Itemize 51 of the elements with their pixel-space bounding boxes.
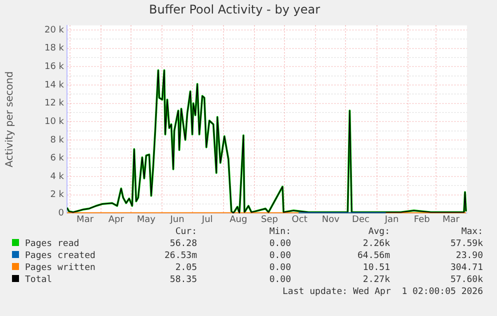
text: 0.00: [268, 238, 291, 250]
text: 26.53m: [163, 250, 197, 262]
x-tick-label: Mar: [76, 214, 94, 225]
y-axis-title: Activity per second: [4, 71, 16, 168]
x-tick-label: Apr: [108, 214, 124, 225]
text: Avg:: [367, 226, 390, 238]
text: 23.90: [454, 250, 483, 262]
text: 64.56m: [356, 250, 390, 262]
y-tick-label: 16 k: [44, 62, 65, 72]
y-tick-label: 6 k: [50, 154, 65, 164]
y-tick-label: 18 k: [44, 44, 65, 54]
x-tick-label: Jan: [384, 214, 399, 225]
text: Cur:: [174, 226, 197, 238]
text: 2.26k: [362, 238, 390, 250]
x-tick-label: May: [136, 214, 156, 225]
y-tick-label: 0: [58, 208, 64, 219]
x-tick-label: Sep: [261, 214, 278, 225]
text: 304.71: [449, 262, 483, 274]
legend-label: Pages written: [24, 262, 96, 274]
x-tick-label: Nov: [322, 214, 340, 225]
x-tick-label: Dec: [352, 214, 370, 225]
x-tick-label: Jul: [200, 214, 213, 225]
x-tick-label: Oct: [292, 214, 308, 225]
x-tick-label: Jun: [169, 214, 184, 225]
text: 57.60k: [449, 274, 483, 286]
text: 0.00: [268, 250, 291, 262]
y-tick-label: 14 k: [44, 80, 65, 90]
text: 0.00: [268, 274, 291, 286]
legend-label: Pages read: [24, 238, 80, 250]
y-tick-label: 12 k: [44, 98, 65, 109]
x-tick-label: Aug: [230, 214, 248, 225]
text: 10.51: [362, 262, 390, 274]
y-tick-label: 4 k: [50, 172, 65, 182]
text: 2.27k: [362, 274, 390, 286]
text: Last update: Wed Apr 1 02:00:05 2026: [282, 287, 483, 297]
y-tick-label: 20 k: [44, 25, 65, 36]
text: Min:: [268, 226, 291, 238]
y-tick-label: 8 k: [50, 135, 65, 146]
text: 58.35: [168, 274, 197, 286]
text: Max:: [460, 226, 483, 238]
legend-label: Pages created: [24, 250, 96, 262]
text: 0.00: [268, 262, 291, 274]
chart-title: Buffer Pool Activity - by year: [148, 2, 320, 16]
text: 2.05: [174, 262, 197, 274]
x-tick-label: Mar: [442, 214, 460, 225]
text: 57.59k: [449, 238, 483, 250]
legend-label: Total: [24, 274, 54, 286]
y-tick-label: 2 k: [50, 190, 65, 200]
text: 56.28: [168, 238, 197, 250]
y-tick-label: 10 k: [44, 116, 65, 127]
x-tick-label: Feb: [414, 214, 430, 225]
